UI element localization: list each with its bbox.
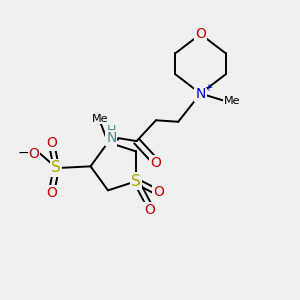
Text: −: −: [17, 146, 29, 160]
Text: N: N: [195, 86, 206, 100]
Text: +: +: [204, 82, 212, 93]
Text: O: O: [150, 156, 161, 170]
Text: O: O: [153, 184, 164, 199]
Text: S: S: [131, 174, 141, 189]
Text: Me: Me: [224, 96, 240, 106]
Text: H: H: [107, 124, 116, 137]
Text: O: O: [195, 27, 206, 41]
Text: O: O: [144, 203, 155, 217]
Text: O: O: [46, 136, 57, 150]
Text: N: N: [106, 131, 116, 145]
Text: S: S: [52, 160, 61, 175]
Text: O: O: [28, 147, 39, 160]
Text: Me: Me: [92, 113, 109, 124]
Text: O: O: [46, 186, 57, 200]
